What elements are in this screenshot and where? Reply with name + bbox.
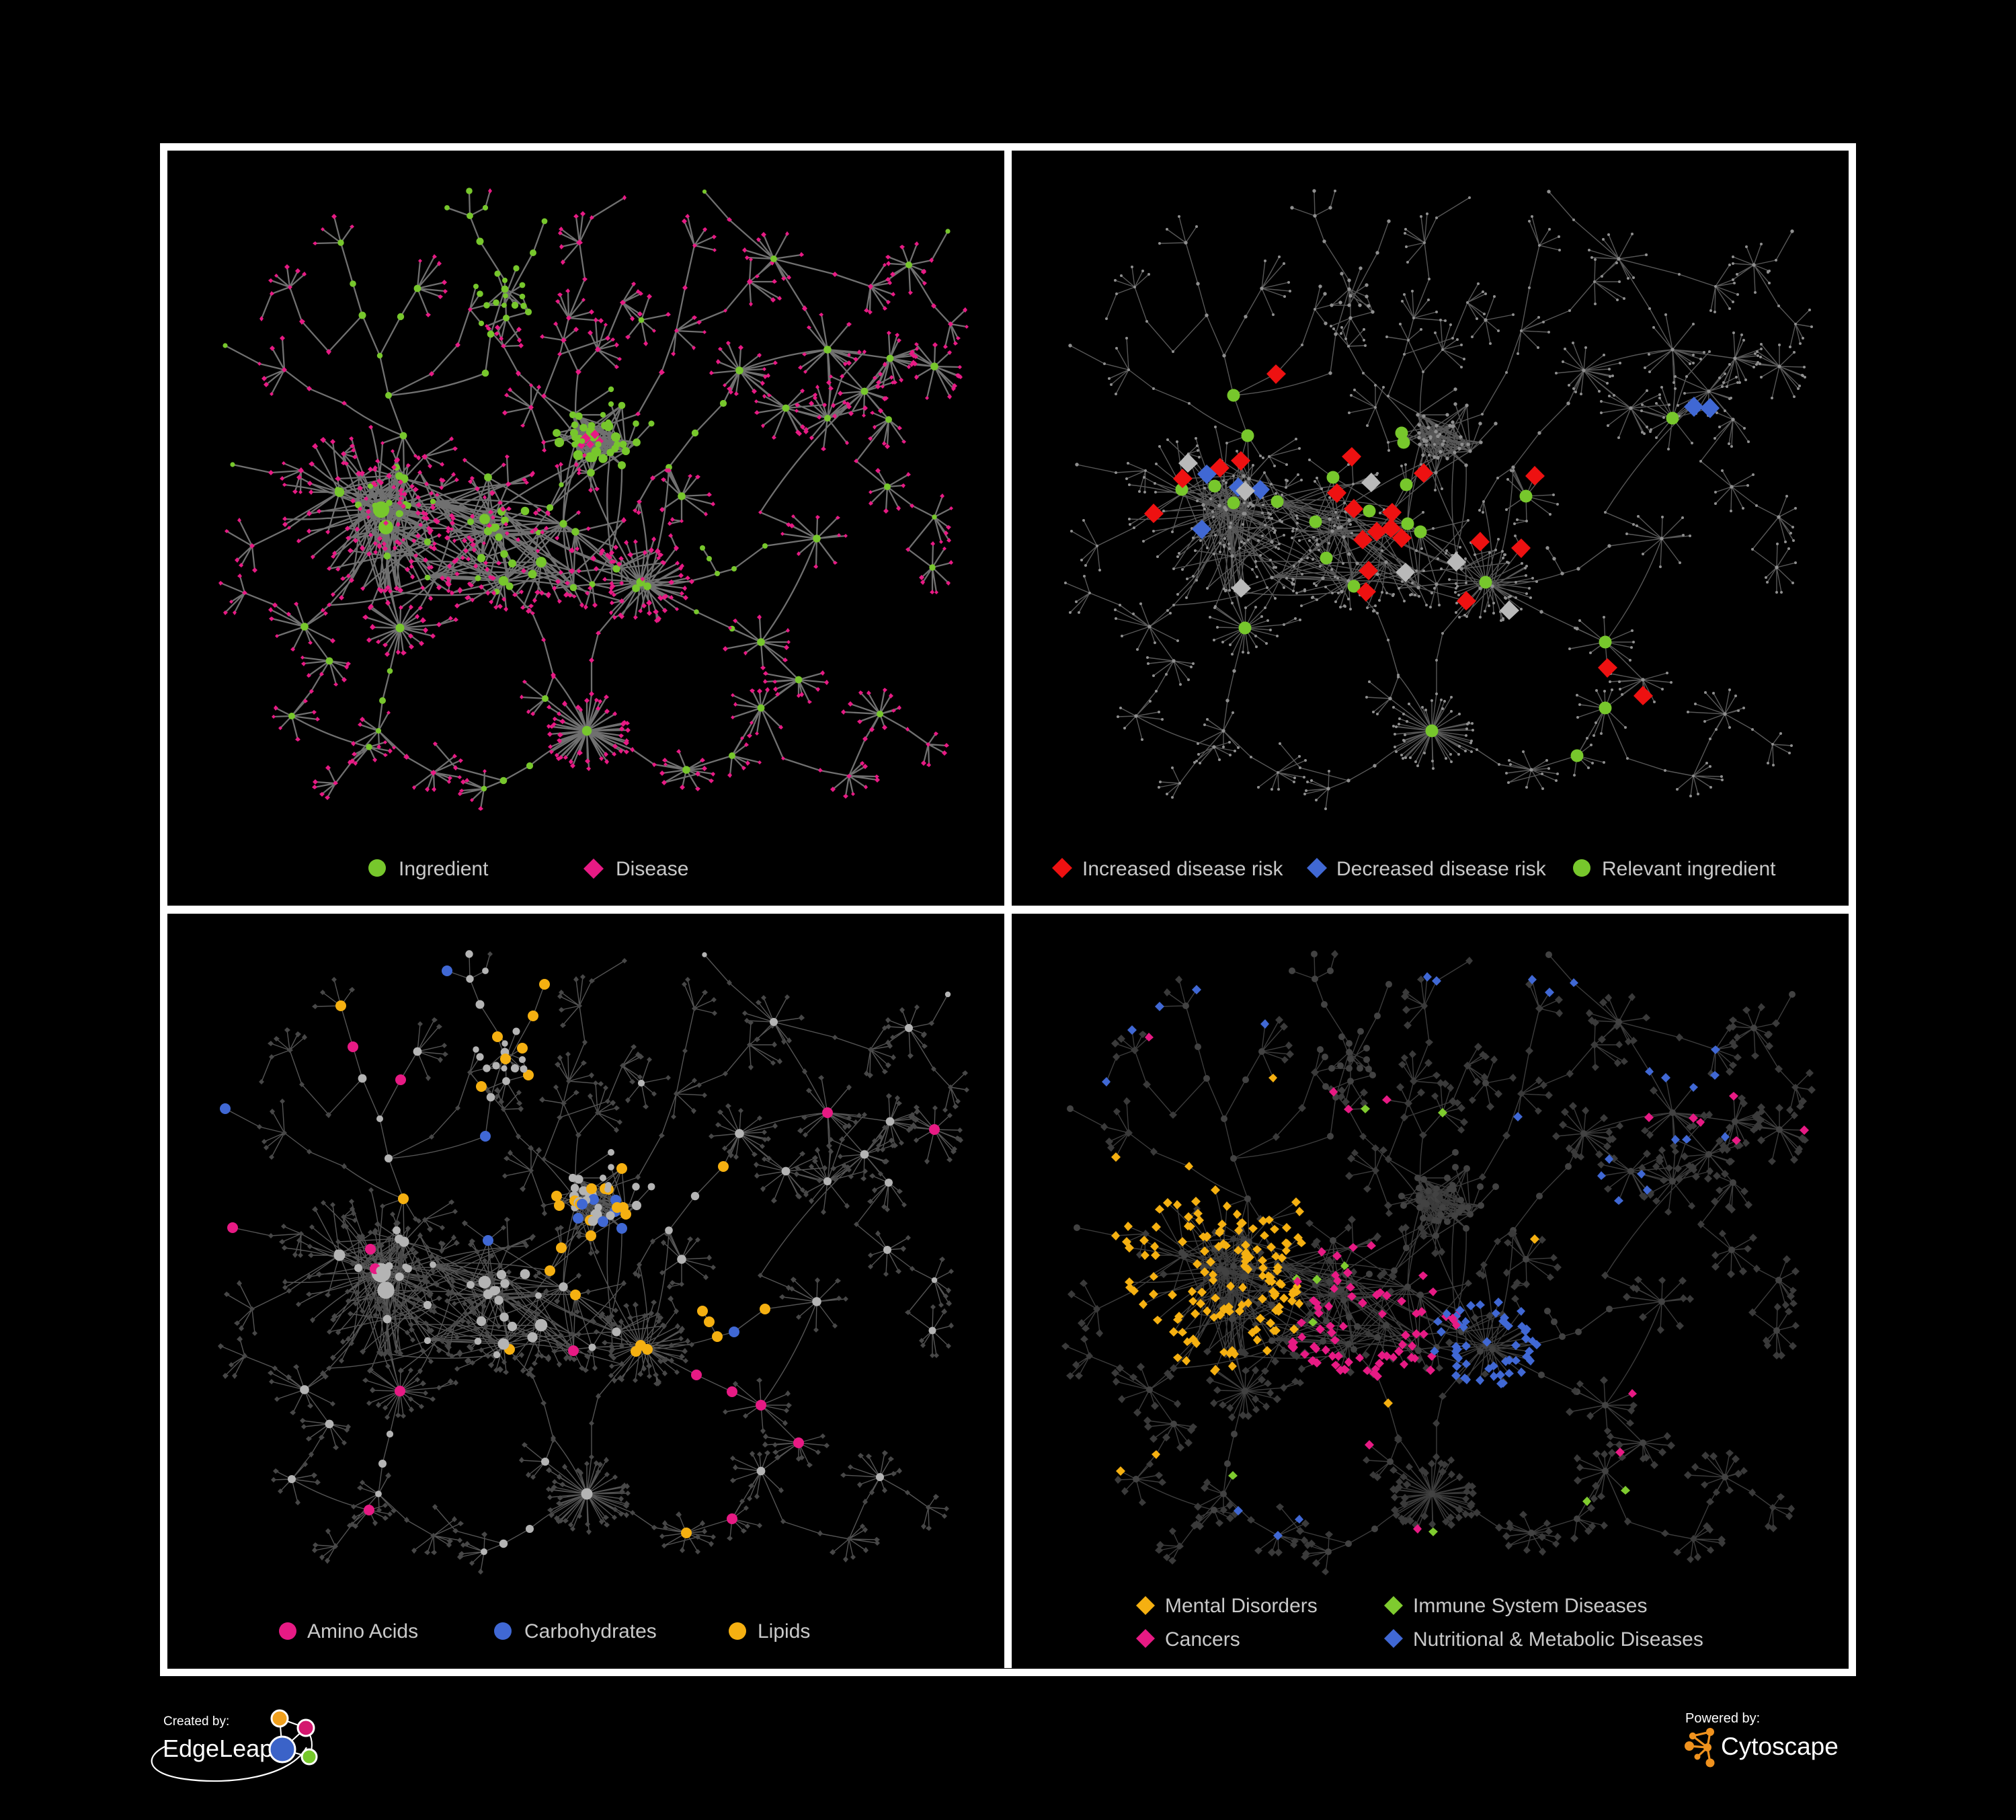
svg-text:Nutritional & Metabolic Diseas: Nutritional & Metabolic Diseases (1413, 1628, 1703, 1651)
svg-text:Immune System Diseases: Immune System Diseases (1413, 1595, 1647, 1617)
svg-text:Decreased disease risk: Decreased disease risk (1336, 858, 1547, 880)
svg-text:Created by:: Created by: (163, 1714, 229, 1729)
svg-text:Increased disease risk: Increased disease risk (1082, 858, 1283, 880)
svg-text:Ingredient: Ingredient (399, 858, 489, 880)
svg-text:Cytoscape: Cytoscape (1721, 1733, 1839, 1760)
svg-text:Lipids: Lipids (758, 1620, 810, 1643)
svg-text:Relevant ingredient: Relevant ingredient (1602, 858, 1776, 880)
svg-text:Carbohydrates: Carbohydrates (524, 1620, 657, 1643)
svg-text:Cancers: Cancers (1165, 1628, 1240, 1651)
svg-text:Mental Disorders: Mental Disorders (1165, 1595, 1318, 1617)
svg-text:Amino Acids: Amino Acids (307, 1620, 418, 1643)
svg-text:Disease: Disease (616, 858, 688, 880)
svg-text:Powered by:: Powered by: (1685, 1711, 1760, 1726)
svg-text:EdgeLeap: EdgeLeap (163, 1735, 273, 1762)
